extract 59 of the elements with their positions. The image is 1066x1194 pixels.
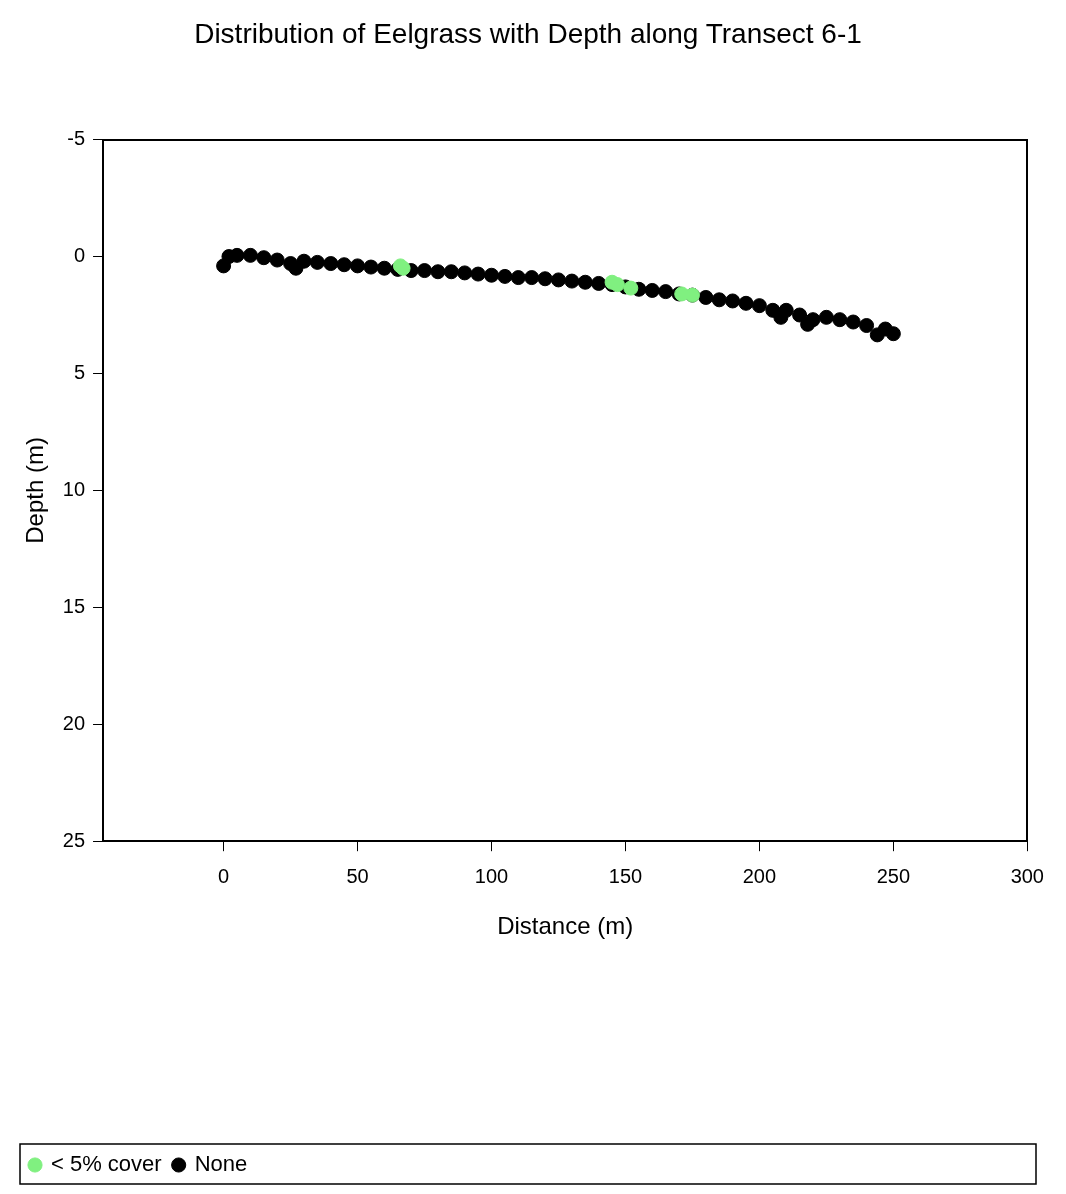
y-tick-label: 15 xyxy=(62,594,86,617)
point xyxy=(778,302,794,318)
x-tick-label: 150 xyxy=(608,864,643,887)
x-tick-label: 250 xyxy=(876,864,911,887)
point xyxy=(376,260,392,276)
y-tick-label: 0 xyxy=(73,244,86,267)
x-tick-label: 200 xyxy=(742,864,777,887)
point xyxy=(845,314,861,330)
point xyxy=(430,264,446,280)
point xyxy=(484,267,500,283)
point xyxy=(296,253,312,269)
point xyxy=(725,293,741,309)
point xyxy=(497,268,513,284)
point xyxy=(577,274,593,290)
point xyxy=(859,318,875,334)
y-tick-label: 20 xyxy=(62,711,86,734)
point xyxy=(738,295,754,311)
point xyxy=(591,275,607,291)
y-tick-label: -5 xyxy=(67,127,86,150)
point xyxy=(457,265,473,281)
point xyxy=(470,266,486,282)
point xyxy=(792,307,808,323)
point xyxy=(242,247,258,263)
point xyxy=(711,292,727,308)
y-tick-label: 5 xyxy=(73,360,86,383)
x-axis-title: Distance (m) xyxy=(497,912,634,940)
point xyxy=(564,273,580,289)
point xyxy=(885,326,901,342)
point xyxy=(658,284,674,300)
point xyxy=(644,282,660,298)
x-tick-label: 50 xyxy=(346,864,369,887)
point xyxy=(537,271,553,287)
legend-label: < 5% cover xyxy=(51,1151,162,1177)
point xyxy=(309,254,325,270)
point xyxy=(336,257,352,273)
point xyxy=(510,270,526,286)
legend-label: None xyxy=(194,1151,248,1177)
point xyxy=(269,252,285,268)
point xyxy=(256,250,272,266)
point xyxy=(524,270,540,286)
y-axis-title: Depth (m) xyxy=(21,437,49,544)
point xyxy=(363,259,379,275)
chart-title: Distribution of Eelgrass with Depth along Transect 6-1 xyxy=(194,17,862,49)
x-tick-label: 100 xyxy=(474,864,509,887)
point xyxy=(751,298,767,314)
y-tick-label: 25 xyxy=(62,828,86,851)
point xyxy=(805,312,821,328)
point xyxy=(832,312,848,328)
point xyxy=(443,264,459,280)
y-tick-label: 10 xyxy=(62,477,86,500)
point xyxy=(350,258,366,274)
point xyxy=(818,309,834,325)
point xyxy=(698,289,714,305)
point xyxy=(323,256,339,272)
x-tick-label: 300 xyxy=(1010,864,1044,887)
point xyxy=(550,272,566,288)
point xyxy=(417,263,433,279)
x-tick-label: 0 xyxy=(218,864,230,887)
point xyxy=(623,280,639,296)
